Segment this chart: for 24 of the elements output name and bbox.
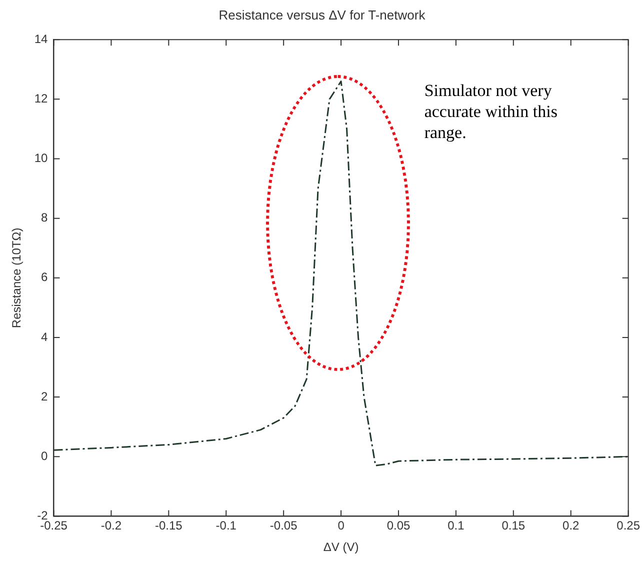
x-axis-title: ΔV (V) xyxy=(323,540,359,554)
y-tick-label: 10 xyxy=(34,151,48,166)
x-tick-label: -0.2 xyxy=(100,518,122,533)
x-tick-label: 0.25 xyxy=(616,518,640,533)
y-tick-label: 8 xyxy=(41,210,48,225)
chart-title: Resistance versus ΔV for T-network xyxy=(218,7,426,22)
y-axis-title: Resistance (10TΩ) xyxy=(10,228,24,328)
x-tick-label: -0.1 xyxy=(216,518,237,533)
x-tick-label: 0.15 xyxy=(502,518,526,533)
annotation: Simulator not very accurate within this range. xyxy=(424,80,558,144)
x-tick-label: 0.05 xyxy=(386,518,410,533)
y-tick-label: 4 xyxy=(41,330,48,344)
x-tick-label: 0.1 xyxy=(448,518,465,533)
y-tick-label: 14 xyxy=(34,32,48,46)
x-tick-label: -0.25 xyxy=(40,518,68,533)
y-tick-label: 2 xyxy=(41,389,48,404)
x-tick-label: -0.05 xyxy=(270,518,298,533)
x-tick-label: 0.2 xyxy=(562,518,580,533)
x-tick-label: -0.15 xyxy=(154,518,183,533)
y-tick-label: 0 xyxy=(41,448,48,463)
y-tick-label: 12 xyxy=(34,91,48,106)
line-series xyxy=(54,80,628,466)
x-tick-label: 0 xyxy=(338,518,345,533)
y-tick-label: 6 xyxy=(41,270,48,284)
